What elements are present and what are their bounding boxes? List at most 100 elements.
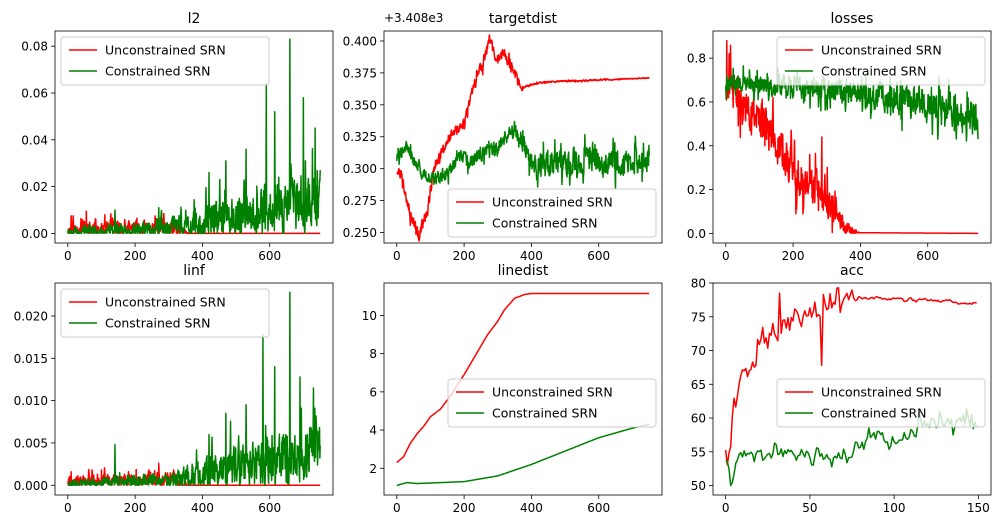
series-line-constrained <box>396 423 650 487</box>
y-tick-label: 0.375 <box>343 66 377 80</box>
plot-area <box>67 38 321 235</box>
y-tick-label: 75 <box>691 310 706 324</box>
legend-label: Constrained SRN <box>492 406 597 421</box>
legend-box <box>60 36 270 86</box>
plot-area <box>725 39 979 235</box>
y-tick-label: 0.350 <box>343 98 377 112</box>
subplot-l2: 0 200 400 600 0.00 0.02 0.04 0.06 0.08 l2 Unconstr… <box>21 11 334 263</box>
x-tick-label: 0 <box>393 249 401 263</box>
legend-label: Unconstrained SRN <box>821 385 942 400</box>
x-tick-label: 200 <box>453 501 476 515</box>
y-tick-label: 70 <box>691 344 706 358</box>
y-tick-label: 0.06 <box>21 87 48 101</box>
x-tick-label: 600 <box>587 501 610 515</box>
plot-area <box>67 291 321 487</box>
legend-box <box>776 36 986 86</box>
y-tick-label: 0.325 <box>343 130 377 144</box>
y-tick-label: 6 <box>369 385 377 399</box>
x-tick-label: 600 <box>258 249 281 263</box>
legend-label: Constrained SRN <box>821 406 926 421</box>
series-line-unconstrained <box>396 34 650 242</box>
y-tick-label: 0.010 <box>14 394 48 408</box>
series-line-unconstrained <box>725 39 979 235</box>
subplot-title: linedist <box>498 263 549 279</box>
y-tick-label: 0.005 <box>14 436 48 450</box>
axes-frame <box>54 282 334 496</box>
legend-label: Unconstrained SRN <box>492 385 613 400</box>
plot-area <box>396 292 650 487</box>
legend-label: Unconstrained SRN <box>821 43 942 58</box>
legend-label: Unconstrained SRN <box>105 43 226 58</box>
subplot-losses: 0 200 400 600 0.0 0.2 0.4 0.6 0.8 losses Unconstra… <box>687 11 992 263</box>
series-line-unconstrained <box>396 292 650 464</box>
x-tick-label: 0 <box>722 249 730 263</box>
x-tick-label: 400 <box>520 249 543 263</box>
y-tick-label: 80 <box>691 277 706 291</box>
x-tick-label: 0 <box>393 501 401 515</box>
subplot-targetdist: 0 200 400 600 0.250 0.275 0.300 0.325 0.350 0.375… <box>343 11 663 263</box>
legend: Unconstrained SRN Constrained SRN <box>776 36 986 86</box>
y-tick-label: 0.2 <box>687 183 706 197</box>
legend: Unconstrained SRN Constrained SRN <box>60 36 270 86</box>
subplot-title: targetdist <box>489 11 558 27</box>
x-tick-label: 600 <box>258 501 281 515</box>
y-tick-label: 0.8 <box>687 52 706 66</box>
x-tick-label: 400 <box>191 501 214 515</box>
legend-label: Constrained SRN <box>105 64 210 79</box>
x-tick-label: 100 <box>883 501 906 515</box>
subplot-acc: 0 50 100 150 50 55 60 65 70 75 80 acc Unconstrained … <box>691 263 992 515</box>
y-tick-label: 0.04 <box>21 133 48 147</box>
series-line-constrained <box>67 291 321 487</box>
y-tick-label: 4 <box>369 424 377 438</box>
y-tick-label: 0.02 <box>21 180 48 194</box>
x-tick-label: 0 <box>64 249 72 263</box>
plot-area <box>396 34 650 242</box>
y-tick-label: 0.250 <box>343 226 377 240</box>
y-tick-label: 0.000 <box>14 479 48 493</box>
x-tick-label: 600 <box>587 249 610 263</box>
y-tick-label: 2 <box>369 462 377 476</box>
y-tick-label: 0.0 <box>687 227 706 241</box>
legend-label: Unconstrained SRN <box>492 195 613 210</box>
y-tick-label: 60 <box>691 412 706 426</box>
legend-label: Constrained SRN <box>821 64 926 79</box>
x-tick-label: 50 <box>802 501 817 515</box>
y-tick-label: 50 <box>691 479 706 493</box>
legend: Unconstrained SRN Constrained SRN <box>60 288 270 338</box>
series-line-constrained <box>67 38 321 235</box>
legend-label: Unconstrained SRN <box>105 295 226 310</box>
y-tick-label: 0.6 <box>687 95 706 109</box>
legend-box <box>776 378 986 428</box>
y-tick-label: 0.015 <box>14 352 48 366</box>
y-tick-label: 0.275 <box>343 194 377 208</box>
x-tick-label: 600 <box>916 249 939 263</box>
x-tick-label: 200 <box>124 501 147 515</box>
subplot-title: linf <box>183 263 206 279</box>
x-tick-label: 200 <box>124 249 147 263</box>
y-tick-label: 0.020 <box>14 310 48 324</box>
y-tick-label: 0.08 <box>21 40 48 54</box>
axes-frame <box>712 30 992 244</box>
x-tick-label: 400 <box>191 249 214 263</box>
legend: Unconstrained SRN Constrained SRN <box>447 378 657 428</box>
series-line-constrained <box>725 65 979 142</box>
y-tick-label: 10 <box>362 309 377 323</box>
subplot-linf: 0 200 400 600 0.000 0.005 0.010 0.015 0.020 linf U… <box>14 263 334 515</box>
x-tick-label: 150 <box>967 501 990 515</box>
series-line-constrained <box>396 120 650 189</box>
subplot-linedist: 0 200 400 600 2 4 6 8 10 linedist Unconstrained SR… <box>362 263 663 515</box>
subplot-title: l2 <box>188 11 201 27</box>
x-tick-label: 400 <box>849 249 872 263</box>
x-tick-label: 200 <box>453 249 476 263</box>
y-tick-label: 0.4 <box>687 139 706 153</box>
y-tick-label: 8 <box>369 347 377 361</box>
axes-frame <box>383 282 663 496</box>
y-tick-label: 65 <box>691 378 706 392</box>
y-tick-label: 0.00 <box>21 227 48 241</box>
subplot-title: losses <box>831 11 874 27</box>
y-tick-label: 0.400 <box>343 34 377 48</box>
legend: Unconstrained SRN Constrained SRN <box>447 188 657 238</box>
legend-label: Constrained SRN <box>492 216 597 231</box>
y-tick-label: 0.300 <box>343 162 377 176</box>
